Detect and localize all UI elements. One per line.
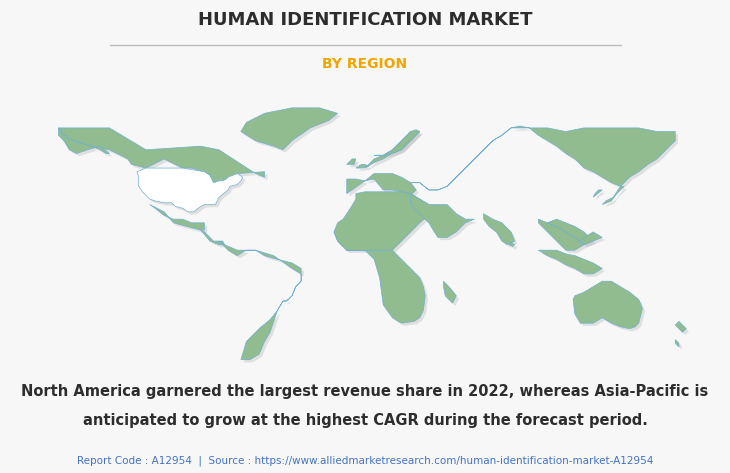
PathPatch shape — [596, 193, 605, 200]
PathPatch shape — [539, 219, 584, 250]
PathPatch shape — [413, 196, 477, 240]
PathPatch shape — [541, 253, 605, 277]
PathPatch shape — [356, 165, 369, 168]
PathPatch shape — [61, 131, 267, 185]
PathPatch shape — [580, 232, 602, 245]
PathPatch shape — [222, 244, 304, 362]
PathPatch shape — [337, 235, 428, 326]
PathPatch shape — [573, 281, 642, 329]
PathPatch shape — [486, 217, 518, 247]
Text: HUMAN IDENTIFICATION MARKET: HUMAN IDENTIFICATION MARKET — [198, 11, 532, 29]
PathPatch shape — [576, 284, 645, 332]
PathPatch shape — [61, 131, 112, 156]
PathPatch shape — [347, 159, 356, 165]
PathPatch shape — [550, 222, 596, 247]
PathPatch shape — [150, 204, 204, 230]
PathPatch shape — [347, 174, 416, 195]
PathPatch shape — [678, 342, 682, 350]
PathPatch shape — [139, 171, 245, 215]
PathPatch shape — [678, 324, 689, 335]
PathPatch shape — [350, 176, 419, 198]
PathPatch shape — [334, 232, 425, 323]
PathPatch shape — [374, 130, 420, 155]
PathPatch shape — [675, 321, 686, 333]
PathPatch shape — [137, 168, 242, 212]
PathPatch shape — [350, 162, 358, 167]
PathPatch shape — [358, 167, 372, 171]
PathPatch shape — [337, 194, 435, 253]
PathPatch shape — [512, 245, 518, 249]
PathPatch shape — [204, 233, 227, 247]
Text: North America garnered the largest revenue share in 2022, whereas Asia-Pacific i: North America garnered the largest reven… — [21, 384, 709, 399]
PathPatch shape — [444, 281, 456, 303]
Text: BY REGION: BY REGION — [323, 57, 407, 71]
PathPatch shape — [483, 214, 515, 245]
Text: anticipated to grow at the highest CAGR during the forecast period.: anticipated to grow at the highest CAGR … — [82, 413, 648, 429]
PathPatch shape — [58, 128, 110, 153]
PathPatch shape — [541, 222, 587, 253]
PathPatch shape — [602, 186, 624, 204]
PathPatch shape — [368, 134, 423, 171]
PathPatch shape — [548, 219, 593, 245]
PathPatch shape — [334, 192, 432, 250]
PathPatch shape — [539, 250, 602, 274]
PathPatch shape — [201, 230, 225, 245]
PathPatch shape — [153, 207, 207, 233]
PathPatch shape — [241, 108, 337, 150]
PathPatch shape — [583, 235, 605, 247]
PathPatch shape — [365, 131, 420, 168]
PathPatch shape — [244, 111, 340, 153]
PathPatch shape — [410, 193, 474, 237]
PathPatch shape — [377, 132, 423, 158]
PathPatch shape — [446, 284, 459, 306]
PathPatch shape — [413, 129, 678, 193]
PathPatch shape — [593, 190, 602, 197]
Text: Report Code : A12954  |  Source : https://www.alliedmarketresearch.com/human-ide: Report Code : A12954 | Source : https://… — [77, 455, 653, 465]
PathPatch shape — [58, 128, 264, 183]
PathPatch shape — [219, 241, 301, 359]
PathPatch shape — [675, 340, 679, 347]
PathPatch shape — [410, 126, 675, 190]
PathPatch shape — [510, 243, 515, 246]
PathPatch shape — [605, 189, 627, 207]
